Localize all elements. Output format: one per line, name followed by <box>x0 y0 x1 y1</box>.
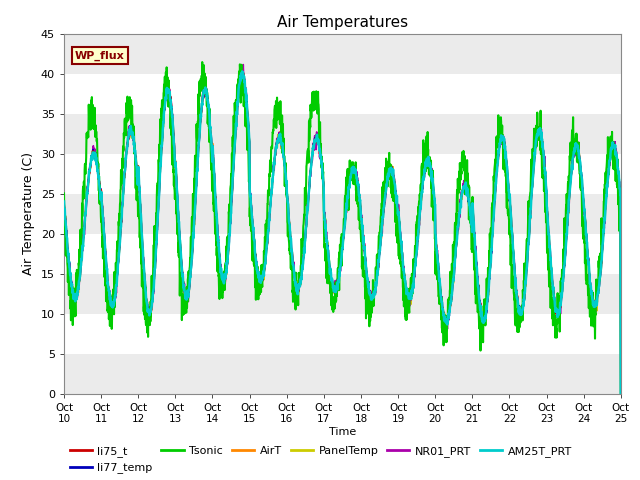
Title: Air Temperatures: Air Temperatures <box>277 15 408 30</box>
Bar <box>64 234 621 274</box>
Y-axis label: Air Temperature (C): Air Temperature (C) <box>22 152 35 275</box>
Bar <box>64 73 621 114</box>
Bar <box>64 154 621 193</box>
Bar <box>64 313 621 354</box>
X-axis label: Time: Time <box>329 427 356 437</box>
Text: WP_flux: WP_flux <box>75 51 125 61</box>
Legend: li75_t, li77_temp, Tsonic, AirT, PanelTemp, NR01_PRT, AM25T_PRT: li75_t, li77_temp, Tsonic, AirT, PanelTe… <box>70 446 572 473</box>
